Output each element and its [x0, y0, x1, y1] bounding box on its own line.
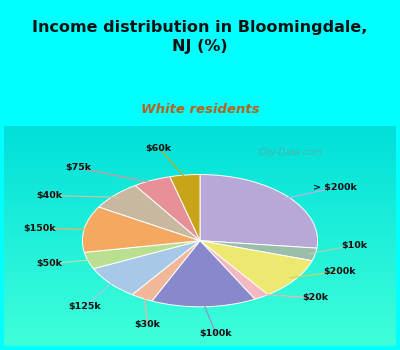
Text: City-Data.com: City-Data.com: [258, 148, 322, 157]
Text: White residents: White residents: [141, 103, 259, 116]
Text: $125k: $125k: [68, 302, 101, 311]
Text: $30k: $30k: [134, 320, 160, 329]
Text: $40k: $40k: [36, 191, 62, 200]
Wedge shape: [200, 241, 312, 295]
Text: $20k: $20k: [302, 294, 329, 302]
Text: $150k: $150k: [23, 224, 56, 233]
Wedge shape: [200, 241, 268, 299]
Wedge shape: [99, 186, 200, 241]
Text: Income distribution in Bloomingdale,
NJ (%): Income distribution in Bloomingdale, NJ …: [32, 20, 368, 54]
Wedge shape: [84, 241, 200, 269]
Wedge shape: [152, 241, 255, 307]
Wedge shape: [132, 241, 200, 301]
Wedge shape: [94, 241, 200, 295]
Text: $200k: $200k: [323, 267, 356, 276]
Text: $100k: $100k: [199, 329, 232, 338]
Wedge shape: [200, 241, 317, 261]
Text: $60k: $60k: [146, 144, 172, 153]
Text: $75k: $75k: [66, 163, 92, 173]
Wedge shape: [170, 175, 200, 241]
Wedge shape: [82, 207, 200, 252]
Wedge shape: [200, 175, 318, 248]
Wedge shape: [135, 177, 200, 241]
Text: > $200k: > $200k: [313, 183, 357, 192]
Text: $50k: $50k: [36, 259, 62, 268]
Text: $10k: $10k: [342, 240, 368, 250]
